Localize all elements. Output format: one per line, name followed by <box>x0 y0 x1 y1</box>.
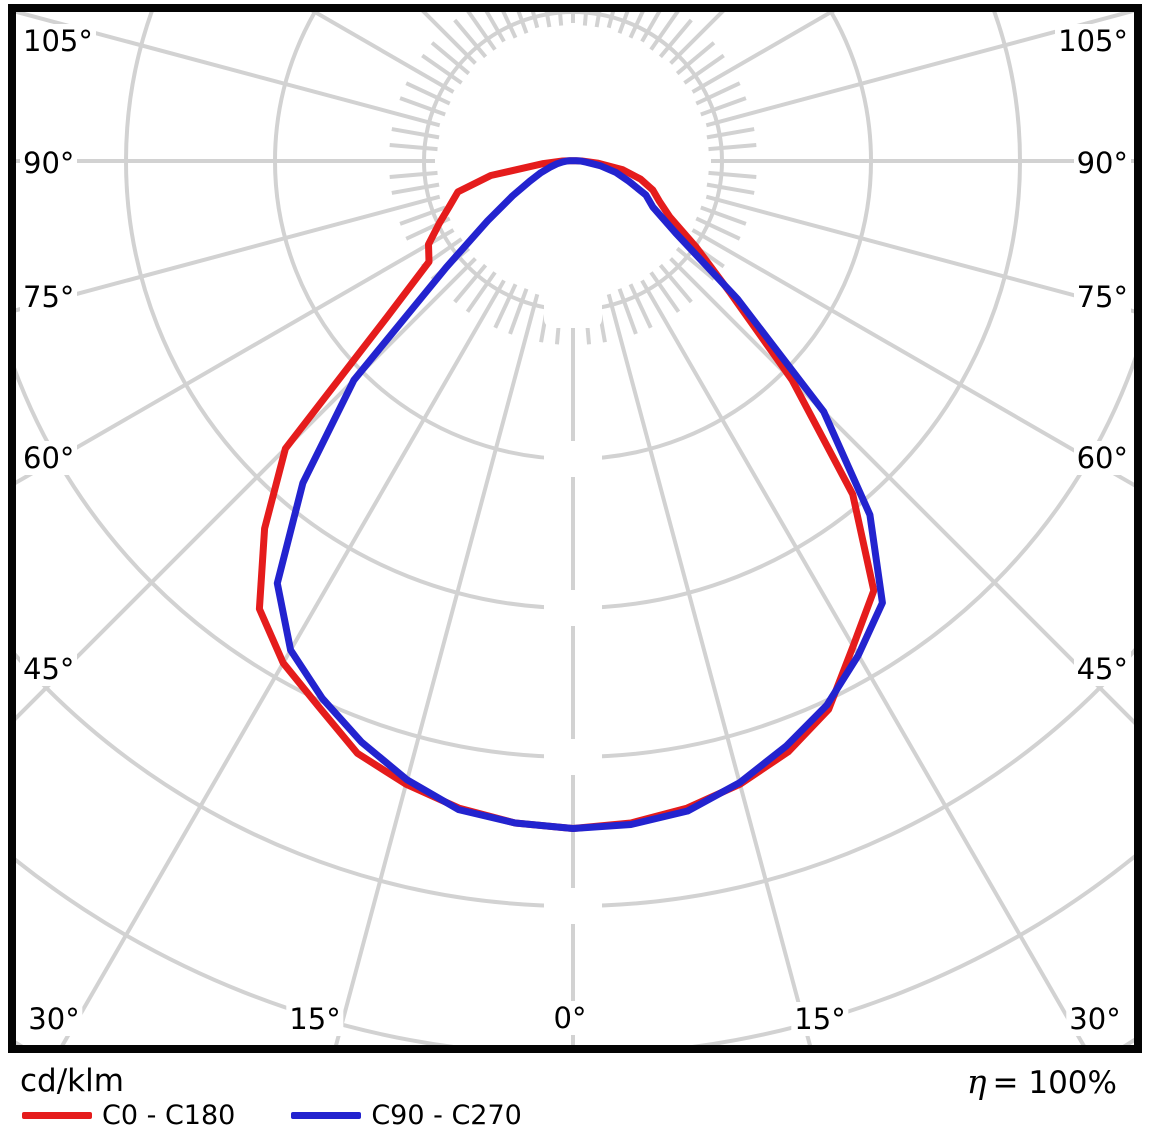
gamma-label-bottom-30-left: 30° <box>25 1002 83 1036</box>
gamma-label-left-90: 90° <box>20 146 78 180</box>
gamma-label-bottom-15-right: 15° <box>791 1002 849 1036</box>
gamma-label-left-75: 75° <box>20 280 78 314</box>
efficiency-value: = 100% <box>992 1065 1117 1101</box>
unit-label: cd/klm <box>20 1063 124 1099</box>
gamma-label-right-90: 90° <box>1073 146 1131 180</box>
legend-line-c90-c270-icon <box>291 1111 362 1119</box>
intensity-curves <box>255 157 886 832</box>
gamma-label-right-60: 60° <box>1073 441 1131 475</box>
efficiency-label: η = 100% <box>967 1062 1117 1101</box>
gamma-label-left-105: 105° <box>20 24 96 58</box>
legend-line-c0-c180-icon <box>22 1111 92 1119</box>
gamma-label-right-75: 75° <box>1073 280 1131 314</box>
gamma-label-right-45: 45° <box>1073 652 1131 686</box>
gamma-label-bottom-15-left: 15° <box>286 1002 344 1036</box>
legend-label-c0-c180: C0 - C180 <box>102 1099 236 1131</box>
gamma-label-right-105: 105° <box>1055 24 1131 58</box>
gamma-label-bottom-30-right: 30° <box>1066 1002 1124 1036</box>
gamma-label-left-45: 45° <box>20 652 78 686</box>
legend: C0 - C180 C90 - C270 <box>22 1099 522 1131</box>
legend-label-c90-c270: C90 - C270 <box>371 1099 522 1131</box>
gamma-label-bottom-0: 0° <box>550 1001 590 1035</box>
gamma-label-left-60: 60° <box>20 441 78 475</box>
eta-symbol: η <box>966 1062 987 1101</box>
